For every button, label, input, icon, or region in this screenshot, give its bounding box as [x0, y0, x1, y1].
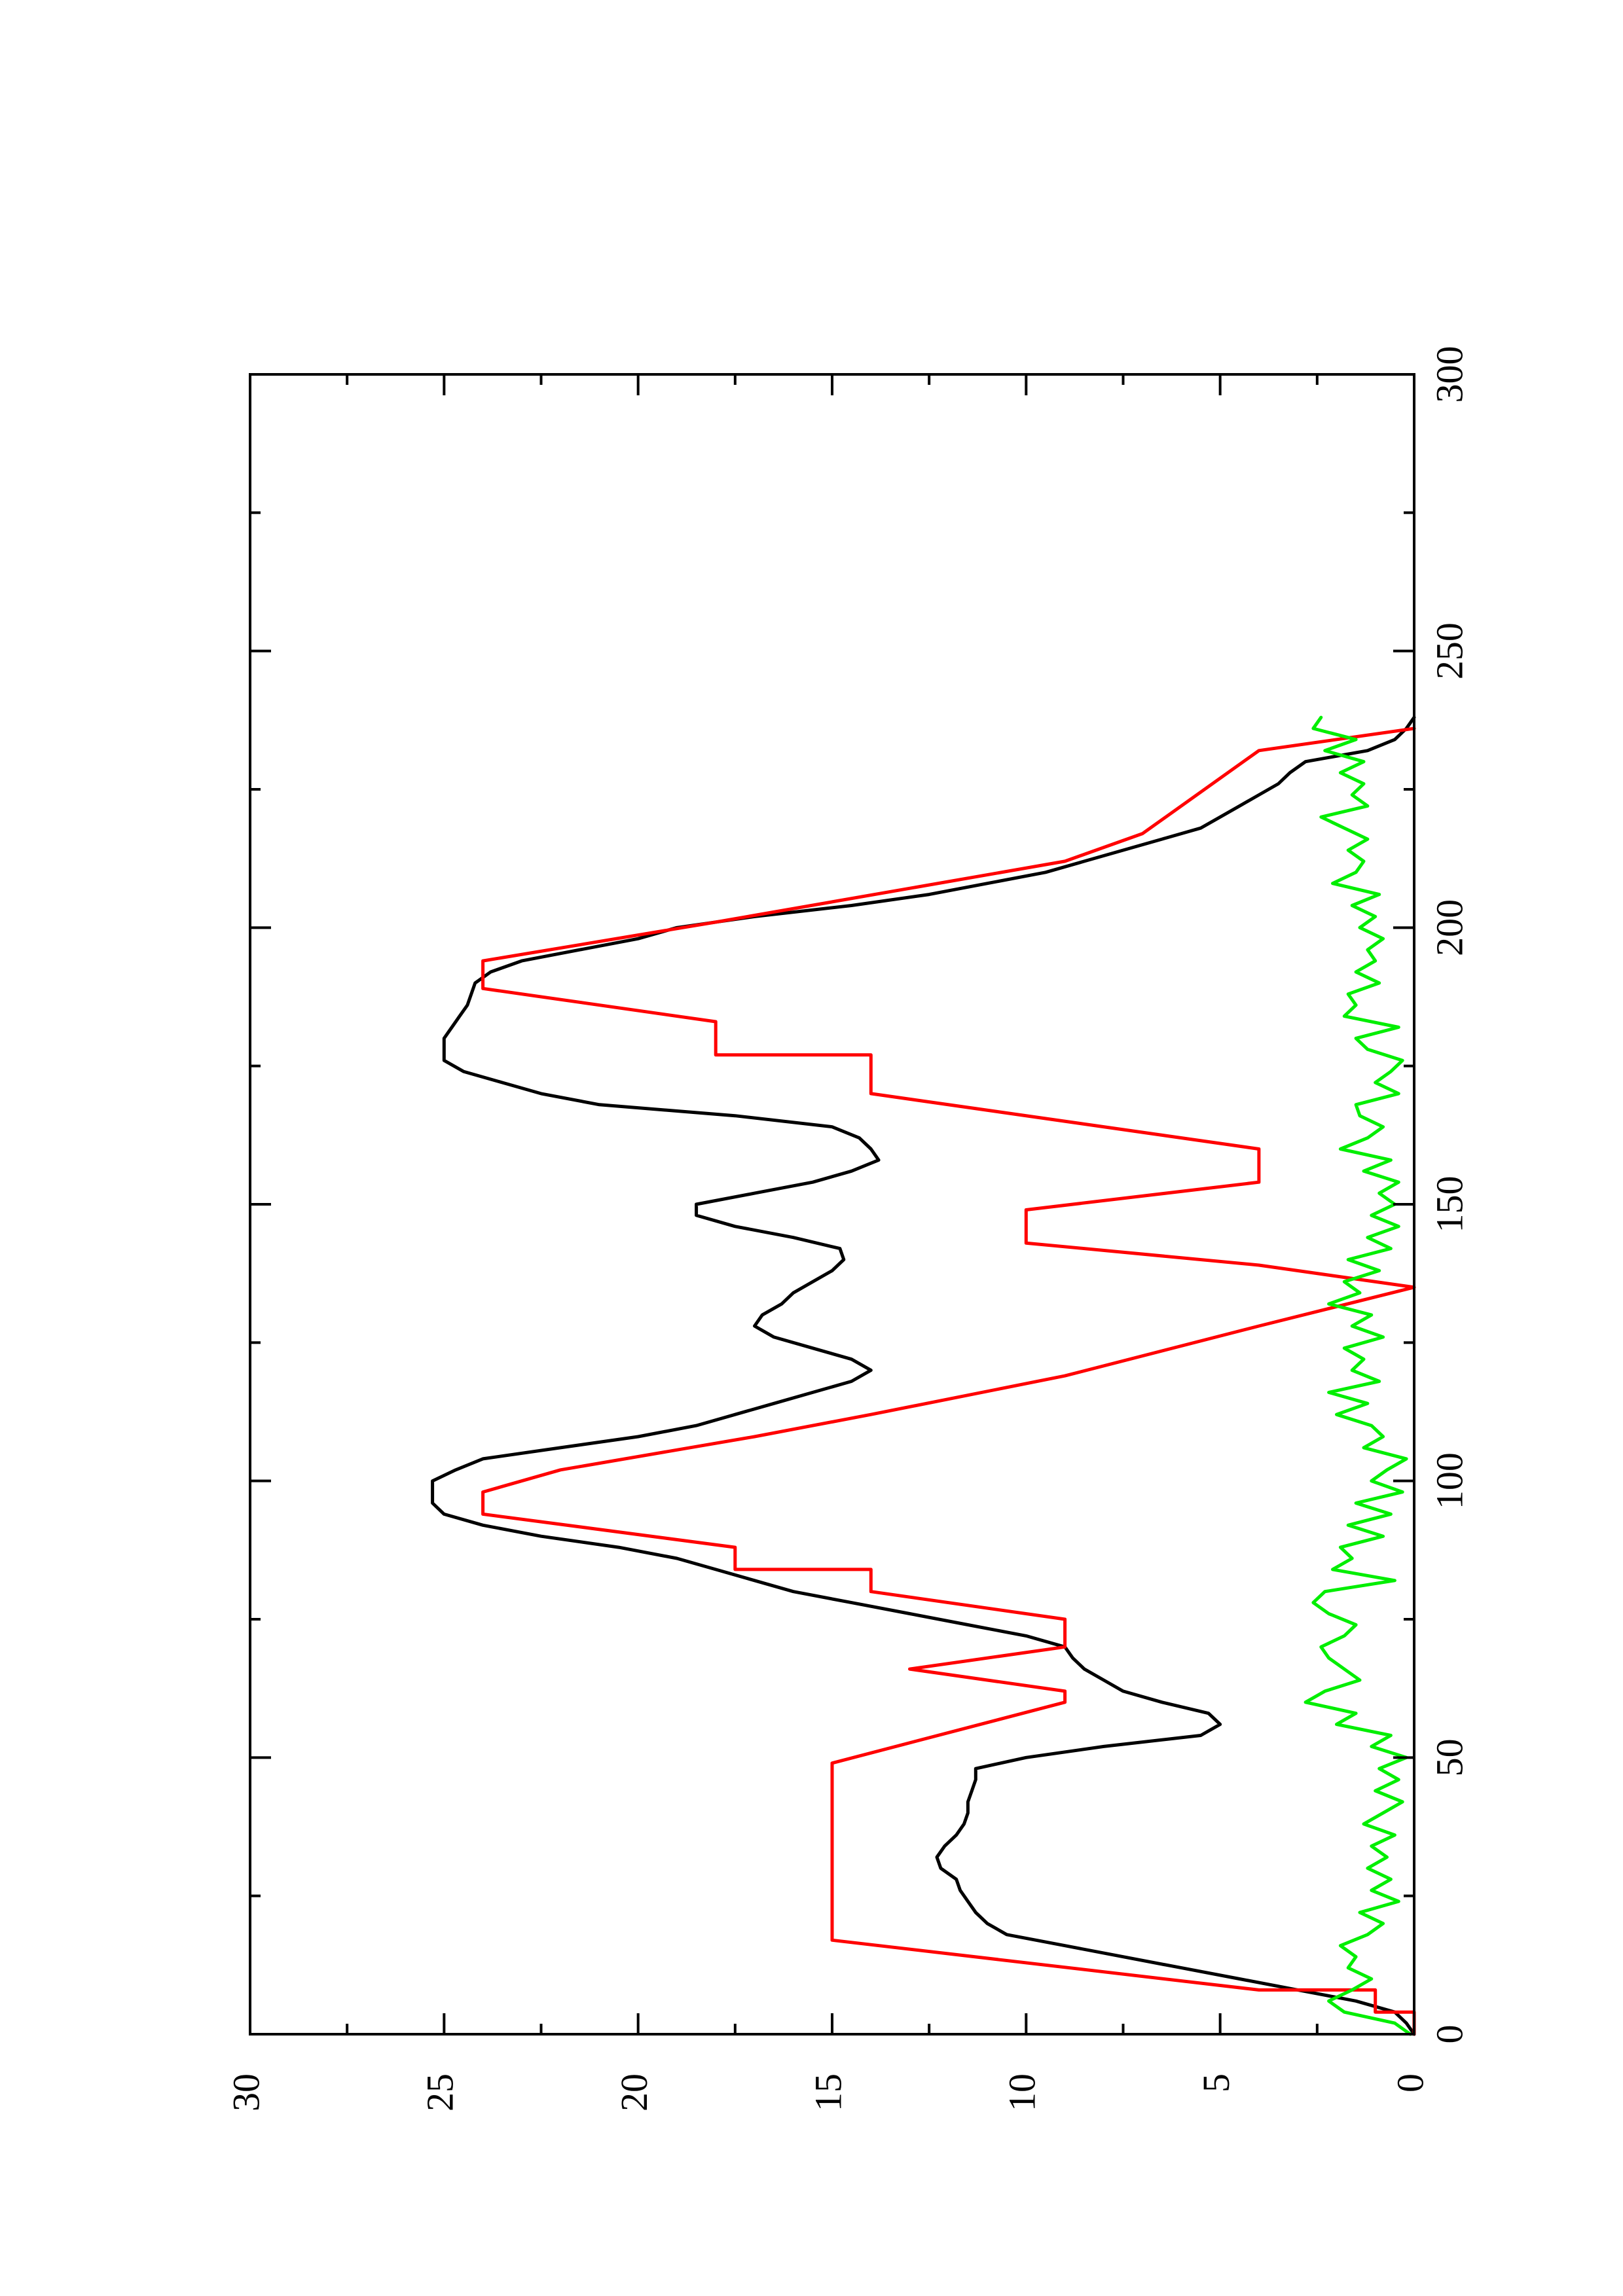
- series-line-1: [431, 715, 1416, 2036]
- series-line-3: [1304, 715, 1412, 2036]
- x-tick-label: 250: [1428, 622, 1470, 679]
- axis-tick-labels: 0 50 100 150 200 250 300 0 5 10 15 20 25 30: [225, 346, 1470, 2112]
- x-tick-label: 150: [1428, 1176, 1470, 1233]
- y-tick-label: 0: [1389, 2073, 1431, 2092]
- x-tick-label: 0: [1428, 2025, 1470, 2044]
- y-tick-label: 5: [1195, 2073, 1237, 2092]
- x-tick-label: 300: [1428, 346, 1470, 403]
- y-tick-label: 10: [1001, 2073, 1044, 2111]
- y-tick-label: 15: [807, 2073, 849, 2111]
- axis-ticks: [249, 373, 1415, 2036]
- y-tick-label: 25: [419, 2073, 462, 2111]
- x-tick-label: 50: [1428, 1738, 1470, 1776]
- series-line-2: [481, 726, 1416, 2036]
- x-tick-label: 100: [1428, 1452, 1470, 1509]
- x-tick-label: 200: [1428, 899, 1470, 956]
- y-tick-label: 30: [225, 2073, 267, 2111]
- plot-area: [431, 715, 1416, 2036]
- y-tick-label: 20: [613, 2073, 655, 2111]
